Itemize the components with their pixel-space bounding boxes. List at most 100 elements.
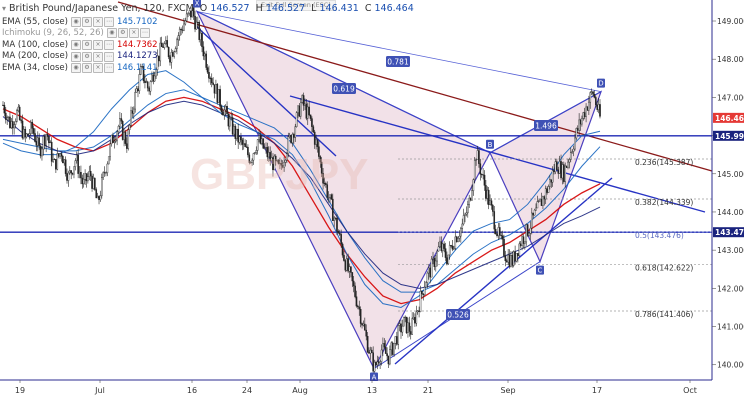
more-icon[interactable]: ⋯ <box>103 16 114 27</box>
indicator-label[interactable]: MA (200, close) <box>2 51 69 62</box>
more-icon[interactable]: ⋯ <box>139 28 150 39</box>
indicator-label[interactable]: MA (100, close) <box>2 39 69 50</box>
candle-body <box>277 159 280 164</box>
candle-body <box>91 175 93 189</box>
candle-body <box>519 243 522 246</box>
indicator-label[interactable]: EMA (34, close) <box>2 62 68 73</box>
candle <box>479 158 482 181</box>
more-icon[interactable]: ⋯ <box>104 39 115 50</box>
ratio-text: 0.619 <box>333 85 355 94</box>
settings-icon[interactable]: ⚙ <box>82 51 93 62</box>
candle-body <box>368 351 370 354</box>
candle-body <box>426 272 429 283</box>
candle-body <box>334 217 337 219</box>
candle-body <box>249 162 252 164</box>
candle-body <box>582 112 585 119</box>
candle <box>475 158 477 166</box>
candle <box>401 319 404 337</box>
candle <box>280 159 283 170</box>
candle <box>462 208 465 226</box>
close-icon[interactable]: × <box>92 63 103 74</box>
candle-body <box>127 129 130 149</box>
candle <box>45 133 47 153</box>
candle-body <box>55 159 57 170</box>
candle <box>568 157 571 169</box>
close-icon[interactable]: × <box>93 39 104 50</box>
candle-body <box>124 132 127 144</box>
settings-icon[interactable]: ⚙ <box>117 28 128 39</box>
candle <box>124 129 127 146</box>
candle-body <box>480 173 483 175</box>
candle-body <box>265 147 267 149</box>
symbol-title[interactable]: British Pound/Japanese Yen, 120, FXCM <box>9 3 194 15</box>
candle-body <box>430 258 433 278</box>
candle <box>160 36 163 47</box>
candle <box>556 158 558 170</box>
eye-icon[interactable]: ◉ <box>70 16 81 27</box>
candle <box>421 290 423 298</box>
candle <box>430 255 433 278</box>
candle-body <box>432 257 434 260</box>
close-key: C <box>364 3 372 15</box>
candle-body <box>135 88 138 93</box>
indicator-row-ma200[interactable]: MA (200, close) ◉ ⚙ × ⋯ 144.1273 <box>2 51 417 63</box>
candle-body <box>472 179 475 191</box>
candle <box>408 316 411 337</box>
candle-body <box>492 205 494 212</box>
candle-body <box>87 176 89 182</box>
close-icon[interactable]: × <box>92 16 103 27</box>
collapse-chevron-icon[interactable]: ▾ <box>2 4 7 13</box>
price-tag-box <box>713 130 744 141</box>
candle <box>201 30 203 53</box>
indicator-label[interactable]: Ichimoku (9, 26, 52, 26) <box>2 28 104 39</box>
candle-body <box>73 166 75 175</box>
candle <box>6 115 8 125</box>
candle <box>116 130 118 146</box>
indicator-row-ichimoku[interactable]: Ichimoku (9, 26, 52, 26) ◉ ⚙ × ⋯ <box>2 28 417 40</box>
ratio-box <box>332 83 356 94</box>
indicator-label[interactable]: EMA (55, close) <box>2 16 68 27</box>
candle-body <box>149 81 152 92</box>
candle-body <box>224 106 227 111</box>
candle-body <box>422 293 425 296</box>
candle-body <box>421 291 423 294</box>
candle-body <box>466 204 469 214</box>
candle <box>515 253 518 263</box>
close-icon[interactable]: × <box>93 51 104 62</box>
candle-body <box>512 251 515 266</box>
candle-body <box>550 179 553 183</box>
candle <box>113 136 116 149</box>
indicator-row-ma100[interactable]: MA (100, close) ◉ ⚙ × ⋯ 144.7362 <box>2 39 417 51</box>
candle-body <box>245 146 248 148</box>
candle-body <box>394 336 397 344</box>
candle <box>423 280 426 296</box>
candle-body <box>525 224 528 243</box>
exit-fullscreen-hint[interactable]: Exit Full Screen (ESC) <box>256 0 336 11</box>
candle-body <box>151 74 153 82</box>
eye-icon[interactable]: ◉ <box>71 51 82 62</box>
more-icon[interactable]: ⋯ <box>104 51 115 62</box>
candle-body <box>418 310 420 312</box>
settings-icon[interactable]: ⚙ <box>82 39 93 50</box>
candle-body <box>497 227 500 237</box>
close-icon[interactable]: × <box>128 28 139 39</box>
candle-body <box>34 133 36 142</box>
candle-body <box>326 184 329 198</box>
candle <box>458 230 461 242</box>
candle-body <box>436 250 438 262</box>
candle-body <box>295 112 298 127</box>
candle-body <box>145 81 148 83</box>
candle-body <box>475 159 477 161</box>
time-axis-bg <box>0 381 744 409</box>
eye-icon[interactable]: ◉ <box>71 39 82 50</box>
candle-body <box>599 104 601 117</box>
more-icon[interactable]: ⋯ <box>103 63 114 74</box>
eye-icon[interactable]: ◉ <box>106 28 117 39</box>
eye-icon[interactable]: ◉ <box>70 63 81 74</box>
indicator-row-ema55[interactable]: EMA (55, close) ◉ ⚙ × ⋯ 145.7102 <box>2 16 417 28</box>
settings-icon[interactable]: ⚙ <box>81 63 92 74</box>
indicator-row-ema34[interactable]: EMA (34, close) ◉ ⚙ × ⋯ 146.1141 <box>2 62 417 74</box>
candle-body <box>434 260 437 267</box>
settings-icon[interactable]: ⚙ <box>81 16 92 27</box>
